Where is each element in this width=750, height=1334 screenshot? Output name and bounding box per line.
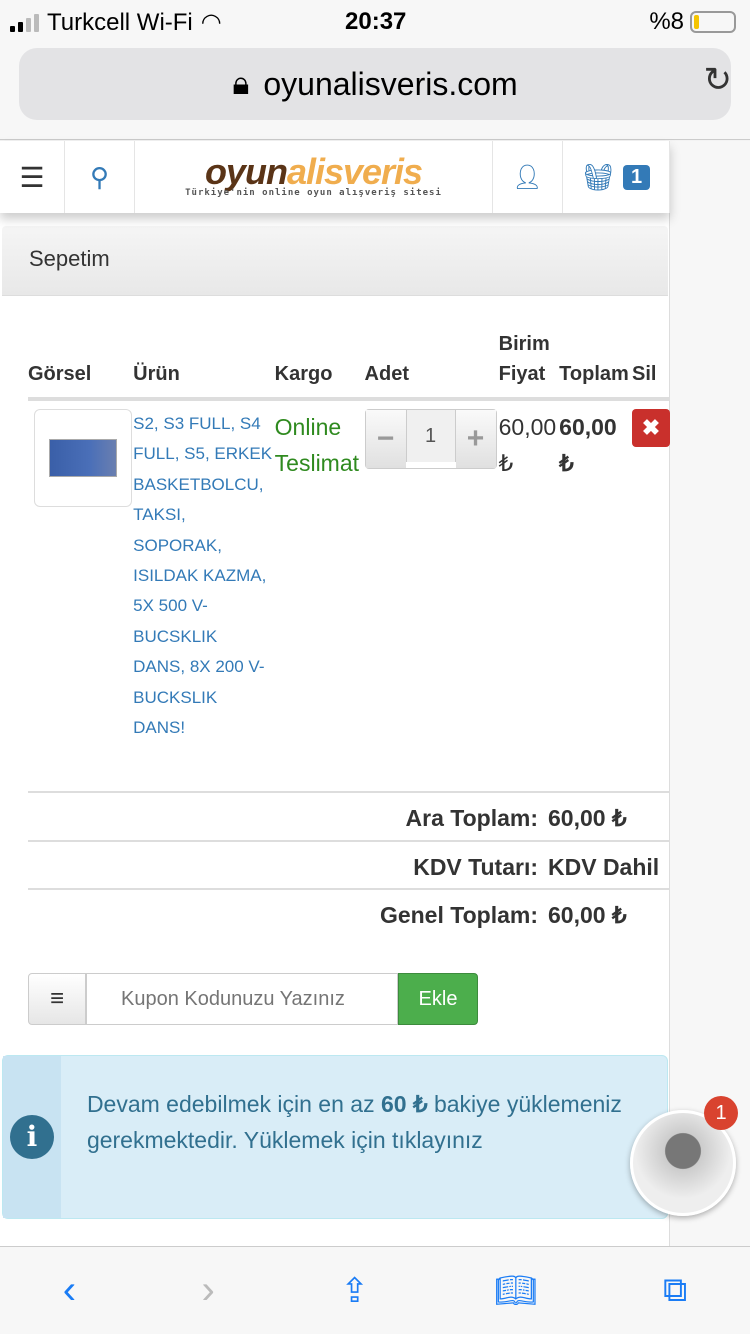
wifi-icon: ◠ <box>200 9 222 36</box>
battery-icon <box>690 11 736 33</box>
quantity-stepper: −1 + <box>364 409 497 469</box>
row-total: 60,00 ₺ <box>559 414 617 476</box>
coupon-menu-icon[interactable]: ≡ <box>28 973 86 1025</box>
menu-icon[interactable]: ☰ <box>0 141 65 213</box>
product-image[interactable] <box>34 409 132 507</box>
col-header: Ürün <box>133 329 275 401</box>
grand-total-row: Genel Toplam: 60,00 ₺ <box>28 888 670 936</box>
unit-price: 60,00 ₺ <box>498 414 557 476</box>
carrier: Turkcell Wi-Fi <box>47 8 193 36</box>
search-icon[interactable]: ⚲ <box>65 141 135 213</box>
signal-icon <box>10 13 39 32</box>
cart-count-badge: 1 <box>622 164 651 190</box>
reload-icon[interactable]: ↻ <box>703 61 733 99</box>
tax-row: KDV Tutarı: KDV Dahil <box>28 840 670 888</box>
coupon-form: ≡ Ekle <box>28 973 478 1025</box>
product-link[interactable]: S2, S3 FULL, S4 FULL, S5, ERKEK BASKETBO… <box>133 414 273 738</box>
add-coupon-button[interactable]: Ekle <box>398 973 478 1025</box>
panel-title: Sepetim <box>2 226 668 296</box>
site-header: ☰ ⚲ oyunalisveris Türkiye'nin online oyun… <box>0 141 670 213</box>
balance-alert[interactable]: i Devam edebilmek için en az 60 ₺ bakiye… <box>2 1055 668 1219</box>
increase-button[interactable]: + <box>455 410 496 468</box>
share-icon[interactable]: ⇪ <box>340 1271 369 1310</box>
col-header: Adet <box>364 329 499 401</box>
decrease-button[interactable]: − <box>365 410 406 468</box>
col-header: Kargo <box>274 329 365 401</box>
subtotal-row: Ara Toplam: 60,00 ₺ <box>28 791 670 839</box>
browser-toolbar: ‹ › ⇪ 📖︎ ⧉ <box>0 1246 750 1334</box>
forward-icon[interactable]: › <box>201 1268 215 1312</box>
cart-button[interactable]: 🧺︎ 1 <box>563 141 670 213</box>
info-icon: i <box>9 1115 54 1159</box>
quantity-input[interactable]: 1 <box>405 410 456 462</box>
basket-icon: 🧺︎ <box>581 161 615 192</box>
lock-icon: 🔒︎ <box>232 65 250 101</box>
address-bar[interactable]: 🔒︎ oyunalisveris.com <box>19 48 731 120</box>
url: oyunalisveris.com <box>263 65 518 102</box>
logo[interactable]: oyunalisveris Türkiye'nin online oyun alı… <box>135 141 493 213</box>
clock: 20:37 <box>345 8 407 35</box>
col-header: Toplam <box>559 329 632 401</box>
chat-badge: 1 <box>704 1096 738 1130</box>
coupon-input[interactable] <box>86 973 398 1025</box>
cart-table: Görsel Ürün Kargo Adet Birim Fiyat Topla… <box>28 329 670 751</box>
col-header: Sil <box>632 329 670 401</box>
tabs-icon[interactable]: ⧉ <box>662 1271 688 1309</box>
back-icon[interactable]: ‹ <box>62 1268 77 1312</box>
battery-percent: %8 <box>649 8 684 35</box>
delete-button[interactable]: ✖ <box>632 409 670 447</box>
col-header: Birim Fiyat <box>498 329 560 401</box>
col-header: Görsel <box>28 329 134 401</box>
table-row: S2, S3 FULL, S4 FULL, S5, ERKEK BASKETBO… <box>28 399 670 751</box>
user-icon[interactable]: 👤︎ <box>493 141 563 213</box>
cargo-status: Online Teslimat <box>274 414 360 476</box>
status-bar: Turkcell Wi-Fi ◠ 20:37 %8 <box>0 0 750 40</box>
bookmarks-icon[interactable]: 📖︎ <box>494 1271 538 1310</box>
